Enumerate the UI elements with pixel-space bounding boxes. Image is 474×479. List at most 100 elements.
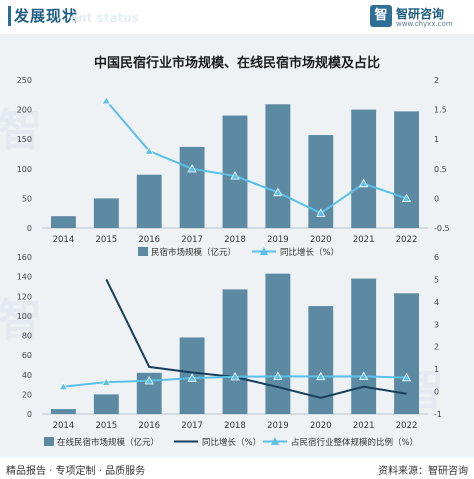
series-marker bbox=[58, 381, 69, 391]
y-left-tick-label: 120 bbox=[17, 292, 32, 301]
series-marker bbox=[401, 372, 412, 382]
bar bbox=[351, 109, 377, 228]
series-marker bbox=[230, 171, 240, 180]
series-marker bbox=[273, 371, 283, 380]
series-marker bbox=[187, 373, 197, 382]
y-right-tick-label: 3 bbox=[434, 320, 439, 329]
y-right-tick-label: -0.5 bbox=[434, 224, 450, 233]
bar bbox=[222, 289, 248, 414]
x-tick-label: 2016 bbox=[138, 235, 160, 245]
y-right-tick-label: -1 bbox=[434, 410, 442, 419]
legend-label: 同比增长（%） bbox=[202, 437, 261, 448]
x-tick-label: 2017 bbox=[181, 235, 203, 245]
x-tick-label: 2022 bbox=[396, 235, 418, 245]
header-accent-bar bbox=[8, 6, 11, 26]
y-right-tick-label: 1.5 bbox=[434, 106, 447, 115]
bar bbox=[51, 216, 76, 228]
series-marker bbox=[144, 146, 154, 155]
y-left-tick-label: 200 bbox=[17, 106, 32, 115]
y-right-tick-label: 6 bbox=[434, 253, 439, 262]
legend-swatch-bar bbox=[138, 247, 148, 256]
series-marker bbox=[316, 208, 326, 217]
x-tick-label: 2021 bbox=[353, 421, 375, 431]
y-left-tick-label: 0 bbox=[27, 224, 32, 233]
footer: 精品报告 · 专项定制 · 品质服务 资料来源：智研咨询 bbox=[0, 458, 474, 479]
brand-logo-icon: 智 bbox=[370, 5, 392, 27]
legend-swatch-bar bbox=[44, 437, 54, 446]
series-marker bbox=[316, 371, 326, 381]
legend-swatch-marker bbox=[260, 247, 268, 255]
series-marker bbox=[101, 95, 112, 105]
footer-source: 资料来源：智研咨询 bbox=[378, 466, 468, 477]
series-marker bbox=[230, 371, 240, 381]
bar bbox=[394, 111, 419, 228]
bar bbox=[51, 409, 76, 414]
series-line bbox=[105, 278, 407, 399]
series-marker bbox=[358, 371, 369, 380]
y-left-tick-label: 140 bbox=[17, 273, 32, 282]
y-right-tick-label: 0.5 bbox=[434, 165, 447, 174]
bar bbox=[179, 146, 205, 228]
brand: 智 智研咨询 www.chyxx.com bbox=[370, 3, 466, 33]
legend-swatch-marker bbox=[271, 437, 279, 445]
y-right-tick-label: 5 bbox=[434, 275, 439, 284]
watermark-logo: 智 bbox=[0, 105, 42, 156]
x-tick-label: 2016 bbox=[138, 421, 160, 431]
y-left-tick-label: 160 bbox=[17, 253, 32, 262]
bar bbox=[93, 198, 119, 228]
x-tick-label: 2015 bbox=[96, 235, 118, 245]
y-right-tick-label: 0 bbox=[434, 388, 439, 397]
y-right-tick-label: 1 bbox=[434, 135, 439, 144]
section-title: 发展现状 bbox=[14, 7, 79, 25]
bar bbox=[394, 293, 419, 414]
x-tick-label: 2014 bbox=[53, 421, 75, 431]
legend-label: 同比增长（%） bbox=[280, 247, 339, 258]
x-tick-label: 2020 bbox=[310, 421, 332, 431]
legend-label: 民宿市场规模（亿元） bbox=[151, 247, 236, 258]
brand-url: www.chyxx.com bbox=[396, 20, 453, 28]
x-tick-label: 2021 bbox=[353, 235, 375, 245]
section-subtitle-ghost: ent status bbox=[70, 11, 139, 25]
legend-label: 占民宿行业整体规模的比例（%） bbox=[291, 437, 418, 448]
legend-label: 在线民宿市场规模（亿元） bbox=[57, 437, 159, 448]
x-tick-label: 2019 bbox=[267, 421, 289, 431]
y-right-tick-label: 1 bbox=[434, 365, 439, 374]
watermark-logo: 智 bbox=[0, 295, 42, 346]
y-right-tick-label: 0 bbox=[434, 194, 439, 203]
series-marker bbox=[187, 163, 197, 173]
bar bbox=[351, 278, 377, 414]
y-right-tick-label: 2 bbox=[434, 343, 439, 352]
x-tick-label: 2019 bbox=[267, 235, 289, 245]
series-marker bbox=[144, 375, 154, 385]
x-tick-label: 2018 bbox=[224, 235, 246, 245]
y-left-tick-label: 150 bbox=[17, 135, 32, 144]
page-title: 中国民宿行业市场规模、在线民宿市场规模及占比 bbox=[93, 56, 380, 71]
y-right-tick-label: 2 bbox=[434, 76, 439, 85]
y-left-tick-label: 80 bbox=[22, 332, 32, 341]
bar bbox=[136, 174, 162, 228]
bar bbox=[265, 104, 291, 228]
x-tick-label: 2017 bbox=[181, 421, 203, 431]
x-tick-label: 2015 bbox=[96, 421, 118, 431]
x-tick-label: 2018 bbox=[224, 421, 246, 431]
bar bbox=[93, 394, 119, 414]
series-marker bbox=[273, 187, 283, 197]
y-left-tick-label: 0 bbox=[27, 410, 32, 419]
header: 发展现状 ent status 智 智研咨询 www.chyxx.com bbox=[0, 0, 474, 34]
series-marker bbox=[358, 178, 369, 188]
y-right-tick-label: 4 bbox=[434, 298, 439, 307]
bar bbox=[265, 273, 291, 414]
x-tick-label: 2014 bbox=[53, 235, 75, 245]
y-left-tick-label: 20 bbox=[22, 390, 32, 399]
series-marker bbox=[101, 377, 112, 386]
x-tick-label: 2022 bbox=[396, 421, 418, 431]
y-left-tick-label: 250 bbox=[17, 76, 32, 85]
y-left-tick-label: 50 bbox=[22, 194, 32, 203]
series-marker bbox=[401, 193, 412, 203]
y-left-tick-label: 100 bbox=[17, 165, 32, 174]
y-left-tick-label: 60 bbox=[22, 351, 32, 360]
footer-tagline: 精品报告 · 专项定制 · 品质服务 bbox=[6, 466, 146, 477]
y-left-tick-label: 100 bbox=[17, 312, 32, 321]
x-tick-label: 2020 bbox=[310, 235, 332, 245]
